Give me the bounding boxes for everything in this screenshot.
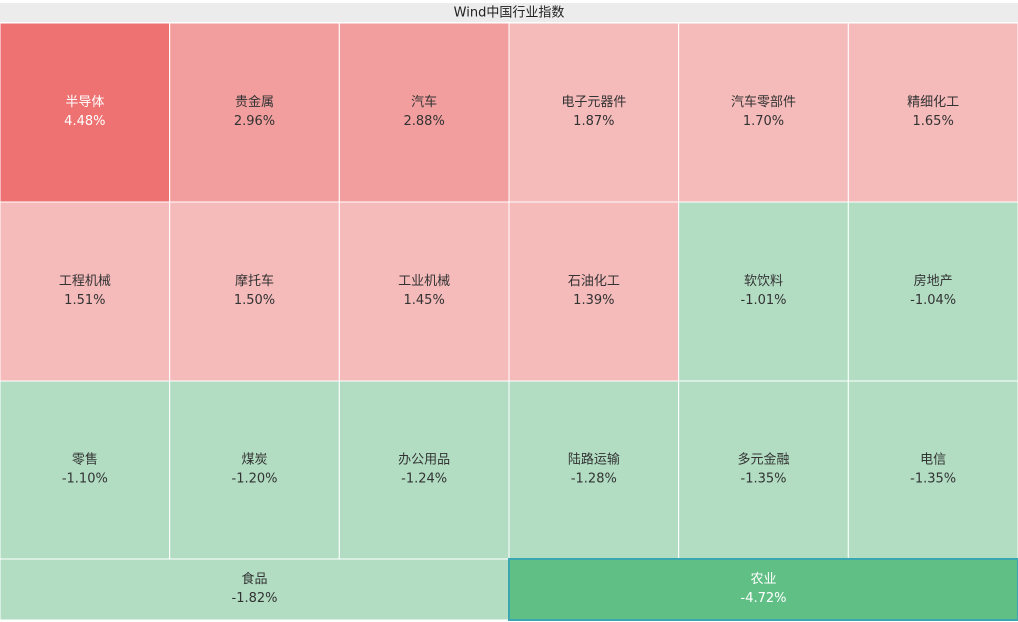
cell	[508, 558, 1018, 621]
cell	[338, 22, 510, 203]
cell-label: 软饮料	[744, 274, 783, 289]
cell	[678, 201, 849, 382]
cell-value: -1.20%	[232, 472, 278, 487]
cell-value: -1.28%	[571, 472, 617, 487]
cell	[847, 201, 1018, 382]
cell-label: 房地产	[914, 273, 953, 289]
cell-label: 半导体	[65, 95, 104, 110]
cell-value: 1.50%	[234, 293, 275, 308]
cell-value: 1.45%	[404, 293, 445, 308]
cell-value: -1.35%	[741, 472, 787, 487]
cell-value: -1.01%	[741, 293, 787, 308]
cell-label: 贵金属	[235, 94, 274, 110]
cell-label: 石油化工	[568, 274, 620, 289]
cell-value: 1.70%	[743, 114, 784, 129]
cell-label: 工程机械	[59, 274, 111, 289]
cell-value: 2.96%	[234, 114, 275, 129]
cell-value: -1.10%	[62, 472, 108, 487]
cell	[847, 22, 1018, 203]
cell	[0, 380, 171, 560]
cell-label: 办公用品	[398, 453, 450, 468]
cell-value: 2.88%	[404, 114, 445, 129]
cell-value: -1.24%	[401, 472, 447, 487]
cell-label: 农业	[750, 572, 776, 587]
cell	[169, 201, 340, 382]
cell-label: 食品	[241, 571, 267, 587]
cell	[169, 380, 340, 560]
cell-label: 汽车	[411, 94, 437, 110]
chart-title: Wind中国行业指数	[454, 6, 565, 21]
cell-value: 1.65%	[913, 114, 954, 129]
cell-label: 摩托车	[235, 273, 274, 289]
cell	[678, 380, 849, 560]
cell	[0, 22, 171, 203]
cell-value: 1.39%	[573, 293, 614, 308]
cell-label: 工业机械	[398, 274, 450, 289]
cell	[678, 22, 849, 203]
cell-label: 多元金融	[737, 452, 789, 468]
cell-value: -1.35%	[910, 472, 956, 487]
cell-label: 汽车零部件	[731, 94, 796, 110]
cell	[508, 201, 680, 382]
cell-value: -1.04%	[910, 293, 956, 308]
cell	[508, 22, 680, 203]
cell-value: 4.48%	[64, 114, 105, 129]
cell-value: 1.51%	[64, 293, 105, 308]
cell	[847, 380, 1018, 560]
cell-label: 电子元器件	[561, 95, 626, 110]
cell-label: 零售	[72, 452, 98, 468]
title-bar	[0, 3, 1018, 22]
cell-value: -4.72%	[741, 591, 787, 606]
cell-label: 陆路运输	[568, 452, 620, 468]
cell-label: 煤炭	[241, 453, 267, 468]
cell	[169, 22, 340, 203]
cell	[0, 201, 171, 382]
cell	[338, 201, 510, 382]
cell	[508, 380, 680, 560]
cell-label: 精细化工	[907, 95, 959, 110]
cell-value: 1.87%	[573, 114, 614, 129]
cell	[0, 558, 510, 621]
cell-label: 电信	[920, 453, 946, 468]
cell	[338, 380, 510, 560]
cell-value: -1.82%	[232, 591, 278, 606]
